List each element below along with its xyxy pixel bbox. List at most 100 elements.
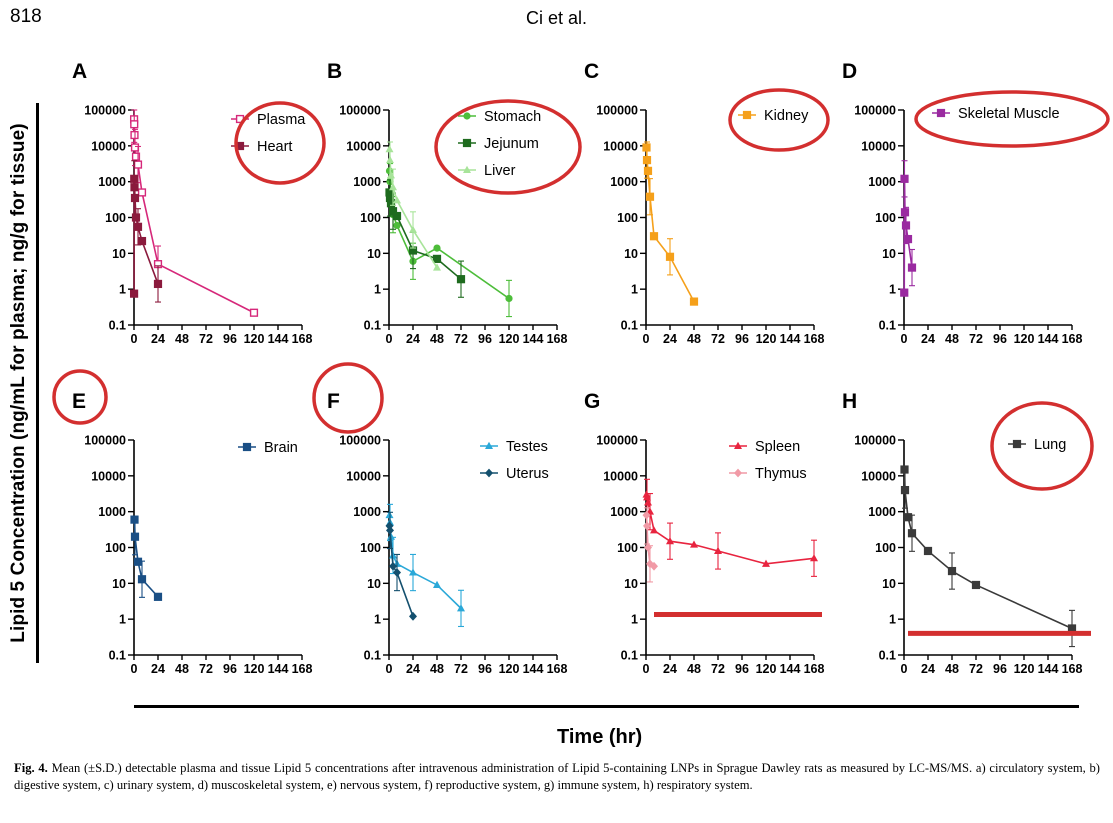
x-tick-label: 0 — [386, 332, 393, 346]
legend-label: Liver — [484, 163, 516, 179]
data-point — [690, 540, 698, 548]
data-point — [130, 143, 140, 152]
y-tick-label: 10000 — [346, 139, 381, 153]
x-tick-label: 120 — [756, 332, 777, 346]
y-tick-label: 1 — [119, 283, 126, 297]
y-tick-label: 100 — [617, 211, 638, 225]
data-point — [392, 211, 402, 221]
series-skeletal-muscle — [900, 160, 917, 297]
data-point — [153, 279, 163, 289]
data-point — [649, 232, 659, 241]
panel-a: A 0.1 1 10 100 1000 10000 100000 0 24 48 72 96 120 144… — [72, 60, 326, 346]
x-tick-label: 144 — [268, 662, 289, 676]
y-tick-label: 1 — [889, 613, 896, 627]
data-point — [249, 308, 259, 317]
legend-entry: Heart — [231, 139, 292, 155]
x-tick-label: 168 — [804, 332, 825, 346]
panel-f: F 0.1 1 10 100 1000 10000 100000 0 24 48 72 96 120 144… — [312, 362, 567, 676]
x-tick-label: 0 — [901, 662, 908, 676]
x-tick-label: 144 — [780, 662, 801, 676]
data-point — [409, 611, 417, 621]
y-tick-label: 100000 — [339, 434, 381, 448]
y-tick-label: 100 — [360, 211, 381, 225]
x-tick-label: 168 — [292, 662, 313, 676]
y-tick-label: 100000 — [339, 104, 381, 118]
legend-entry: Skeletal Muscle — [932, 106, 1060, 122]
data-point — [386, 155, 394, 164]
data-point — [714, 546, 722, 554]
y-tick-label: 1 — [374, 613, 381, 627]
x-tick-label: 0 — [643, 332, 650, 346]
x-tick-label: 24 — [406, 662, 420, 676]
x-tick-label: 72 — [454, 662, 468, 676]
y-tick-label: 1000 — [868, 175, 896, 189]
panel-label: F — [327, 390, 340, 413]
panel-label: A — [72, 60, 87, 83]
x-axis-label: Time (hr) — [557, 726, 643, 748]
data-point — [810, 554, 818, 562]
x-tick-label: 120 — [499, 332, 520, 346]
y-tick-label: 100000 — [854, 434, 896, 448]
y-tick-label: 1000 — [610, 175, 638, 189]
data-point — [456, 275, 466, 284]
y-tick-label: 10000 — [346, 469, 381, 483]
x-tick-label: 0 — [131, 332, 138, 346]
x-tick-label: 48 — [175, 662, 189, 676]
data-point — [971, 580, 981, 590]
legend-label: Brain — [264, 440, 298, 456]
data-point — [133, 557, 143, 566]
x-tick-label: 120 — [244, 332, 265, 346]
panel-label: G — [584, 390, 600, 413]
panel-g: G 0.1 1 10 100 1000 10000 100000 0 24 48 72 96 120 144… — [584, 390, 824, 676]
x-tick-label: 72 — [711, 332, 725, 346]
series-lung — [900, 465, 1077, 648]
data-point — [900, 288, 909, 297]
series-plasma — [129, 109, 259, 317]
y-tick-label: 10 — [367, 247, 381, 261]
data-point — [137, 575, 147, 584]
x-tick-label: 120 — [1014, 332, 1035, 346]
legend-entry: Lung — [1008, 437, 1066, 453]
y-tick-label: 0.1 — [879, 319, 896, 333]
y-axis-label-rule — [36, 103, 39, 663]
series-kidney — [642, 141, 699, 306]
y-tick-label: 0.1 — [109, 649, 126, 663]
caption-text: Mean (±S.D.) detectable plasma and tissu… — [14, 761, 1100, 792]
y-tick-label: 100000 — [854, 104, 896, 118]
y-tick-label: 10000 — [603, 139, 638, 153]
series-brain — [130, 515, 163, 601]
data-point — [901, 221, 911, 230]
data-point — [907, 263, 917, 272]
data-point — [1067, 624, 1077, 633]
x-tick-label: 120 — [244, 662, 265, 676]
x-tick-label: 168 — [292, 332, 313, 346]
panel-label: D — [842, 60, 857, 83]
data-point — [137, 188, 147, 197]
y-tick-label: 1000 — [98, 505, 126, 519]
data-point — [389, 561, 397, 571]
data-point — [137, 236, 147, 246]
x-tick-label: 168 — [1062, 332, 1083, 346]
legend-circle — [728, 88, 830, 152]
legend-label: Spleen — [755, 439, 800, 455]
legend-marker — [485, 468, 493, 478]
x-tick-label: 96 — [478, 662, 492, 676]
x-tick-label: 96 — [223, 662, 237, 676]
x-tick-label: 24 — [406, 332, 420, 346]
data-point — [393, 221, 401, 230]
data-point — [643, 521, 651, 531]
panel-e: E 0.1 1 10 100 1000 10000 100000 0 24 48 72 96 120 144… — [52, 369, 313, 676]
panel-b: B 0.1 1 10 100 1000 10000 100000 0 24 48 72 96 120 144… — [327, 60, 582, 346]
data-point — [433, 580, 441, 588]
series-line — [388, 515, 462, 609]
y-tick-label: 0.1 — [621, 319, 638, 333]
data-point — [433, 263, 441, 271]
y-tick-label: 10000 — [861, 469, 896, 483]
y-tick-label: 0.1 — [879, 649, 896, 663]
legend-marker — [734, 468, 742, 478]
x-tick-label: 96 — [735, 662, 749, 676]
legend-circle — [434, 99, 582, 195]
legend-label: Kidney — [764, 108, 809, 124]
data-point — [689, 297, 699, 306]
data-point — [900, 208, 910, 217]
